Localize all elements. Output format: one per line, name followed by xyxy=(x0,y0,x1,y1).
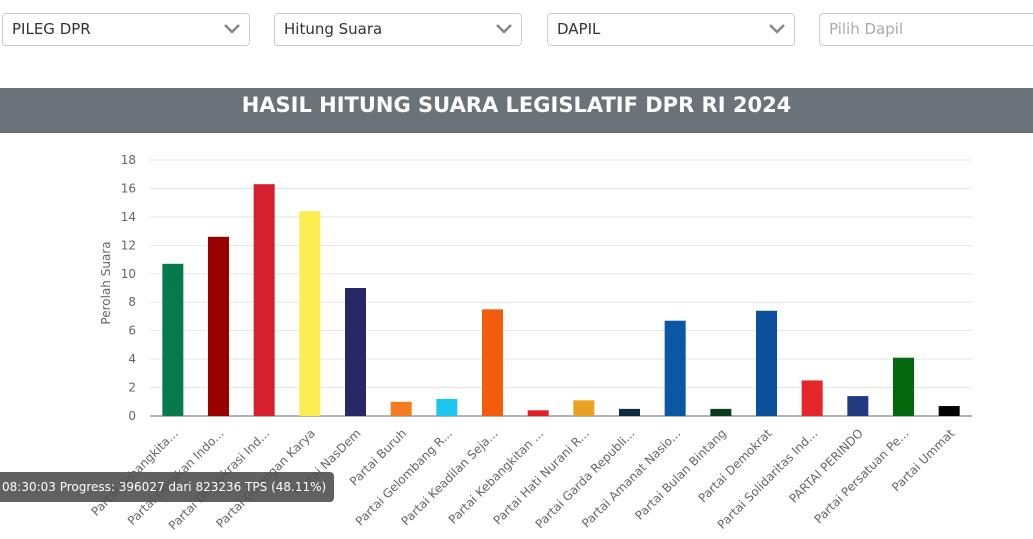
bar xyxy=(938,406,960,416)
header: HASIL HITUNG SUARA LEGISLATIF DPR RI 202… xyxy=(0,88,1033,133)
y-tick-label: 8 xyxy=(128,295,136,309)
y-tick-label: 16 xyxy=(121,181,136,195)
bar xyxy=(893,357,914,416)
dropdown-value: PILEG DPR xyxy=(12,20,91,38)
bar xyxy=(573,400,595,416)
bar xyxy=(619,408,640,416)
bar xyxy=(299,211,321,416)
dropdown[interactable]: PILEG DPR xyxy=(2,13,250,46)
x-tick-label: Partai Bulan Bintang xyxy=(632,426,729,523)
y-tick-label: 0 xyxy=(128,409,136,423)
y-tick-label: 6 xyxy=(128,324,136,338)
chevron xyxy=(769,24,785,34)
bar xyxy=(390,401,412,416)
header-title: HASIL HITUNG SUARA LEGISLATIF DPR RI 202… xyxy=(241,93,792,117)
dropdown[interactable]: Hitung Suara xyxy=(274,13,522,46)
dropdown-value: DAPIL xyxy=(557,20,601,38)
bar xyxy=(482,309,503,416)
dropdown[interactable]: DAPIL xyxy=(547,13,795,46)
bar xyxy=(847,396,869,416)
bar xyxy=(436,398,458,416)
y-tick-label: 18 xyxy=(121,153,136,167)
y-tick-label: 4 xyxy=(128,352,136,366)
y-tick-label: 10 xyxy=(121,267,136,281)
placeholder: Pilih Dapil xyxy=(829,20,904,38)
tooltip: 08:30:03 Progress: 396027 dari 823236 TP… xyxy=(0,472,335,502)
dropdown-value: Hitung Suara xyxy=(284,20,383,38)
bar xyxy=(253,184,275,416)
bar xyxy=(208,236,229,416)
chevron xyxy=(224,24,240,34)
y-tick-label: 14 xyxy=(121,210,136,224)
bar xyxy=(345,288,366,416)
bar xyxy=(801,380,823,416)
dapil-select[interactable]: Pilih Dapil xyxy=(819,13,1033,46)
bar xyxy=(756,310,777,416)
bar xyxy=(664,320,686,416)
bar xyxy=(162,263,184,416)
y-tick-label: 2 xyxy=(128,381,136,395)
y-axis-label: Perolah Suara xyxy=(99,241,113,324)
chevron xyxy=(496,24,512,34)
bar xyxy=(710,408,732,416)
y-tick-label: 12 xyxy=(121,238,136,252)
tooltip-text: 08:30:03 Progress: 396027 dari 823236 TP… xyxy=(2,480,327,494)
bar xyxy=(527,410,549,416)
